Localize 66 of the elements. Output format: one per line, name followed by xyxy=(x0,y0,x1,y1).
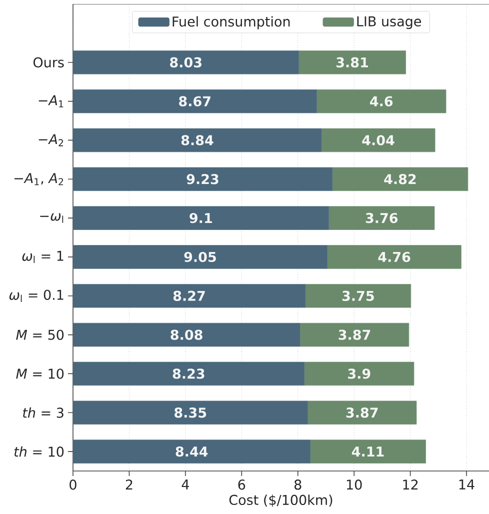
data-label: 8.67 xyxy=(179,96,210,106)
legend-label: LIB usage xyxy=(357,16,422,30)
x-tick-label: 10 xyxy=(346,480,362,490)
legend-label: Fuel consumption xyxy=(172,16,290,30)
bar xyxy=(298,50,406,74)
data-label: 4.04 xyxy=(362,135,394,146)
bar xyxy=(73,322,300,347)
data-label: 3.87 xyxy=(338,330,370,340)
x-tick-label: 8 xyxy=(294,480,302,490)
x-tick-label: 14 xyxy=(459,480,474,490)
data-label: 3.87 xyxy=(346,408,378,418)
bar xyxy=(332,167,468,191)
bar xyxy=(308,400,417,424)
data-label: 8.03 xyxy=(170,57,202,68)
x-tick-label: 4 xyxy=(182,480,189,490)
data-label: 8.35 xyxy=(174,408,206,418)
data-label: 9.23 xyxy=(186,174,218,184)
data-label: 9.05 xyxy=(184,252,216,262)
data-label: 3.75 xyxy=(342,290,374,301)
bar xyxy=(73,400,308,424)
bar xyxy=(73,245,328,269)
y-tick-label: th = 3 xyxy=(23,407,64,418)
y-tick-label: ω$_{l}$ = 0.1 xyxy=(9,290,64,302)
bar xyxy=(300,322,410,347)
bar xyxy=(73,50,299,74)
bar xyxy=(316,89,446,114)
y-tick-label: Ours xyxy=(33,57,64,68)
x-axis-title: Cost ($/100km) xyxy=(229,494,332,507)
bar xyxy=(73,89,317,114)
data-label: 8.44 xyxy=(176,446,208,457)
y-tick-label: th = 10 xyxy=(14,446,64,457)
bar xyxy=(321,128,436,152)
data-label: 4.76 xyxy=(378,252,410,262)
data-label: 9.1 xyxy=(190,212,212,224)
y-tick-label: M = 10 xyxy=(16,368,64,379)
data-label: 3.81 xyxy=(336,57,368,68)
y-tick-label: −A$_{1}$, A$_{2}$ xyxy=(14,173,64,186)
y-tick-label: −A$_{1}$ xyxy=(38,95,64,108)
data-label: 4.6 xyxy=(370,96,393,106)
bar xyxy=(305,284,412,308)
bar xyxy=(73,167,333,191)
bar xyxy=(73,128,322,152)
x-tick-label: 6 xyxy=(238,480,246,490)
data-label: 8.84 xyxy=(181,135,214,146)
bar xyxy=(73,440,310,464)
bar xyxy=(73,206,329,230)
x-tick-label: 12 xyxy=(403,480,418,490)
bar xyxy=(73,362,305,386)
y-tick-label: M = 50 xyxy=(16,330,64,340)
y-tick-label: −ω$_{l}$ xyxy=(40,213,64,223)
data-label: 8.23 xyxy=(172,368,204,379)
data-label: 8.27 xyxy=(173,290,205,301)
data-label: 8.08 xyxy=(170,330,202,340)
data-label: 3.9 xyxy=(348,368,370,379)
bar xyxy=(310,440,426,464)
x-tick-label: 2 xyxy=(126,480,132,490)
y-tick-label: ω$_{l}$ = 1 xyxy=(22,250,64,263)
data-label: 3.76 xyxy=(366,212,398,224)
bar xyxy=(73,284,306,308)
bar xyxy=(304,362,414,386)
x-tick-label: 0 xyxy=(70,480,76,490)
bar xyxy=(328,206,435,230)
y-tick-label: −A$_{2}$ xyxy=(38,134,64,146)
data-label: 4.82 xyxy=(384,174,416,184)
data-label: 4.11 xyxy=(352,446,384,456)
bar xyxy=(327,245,462,269)
